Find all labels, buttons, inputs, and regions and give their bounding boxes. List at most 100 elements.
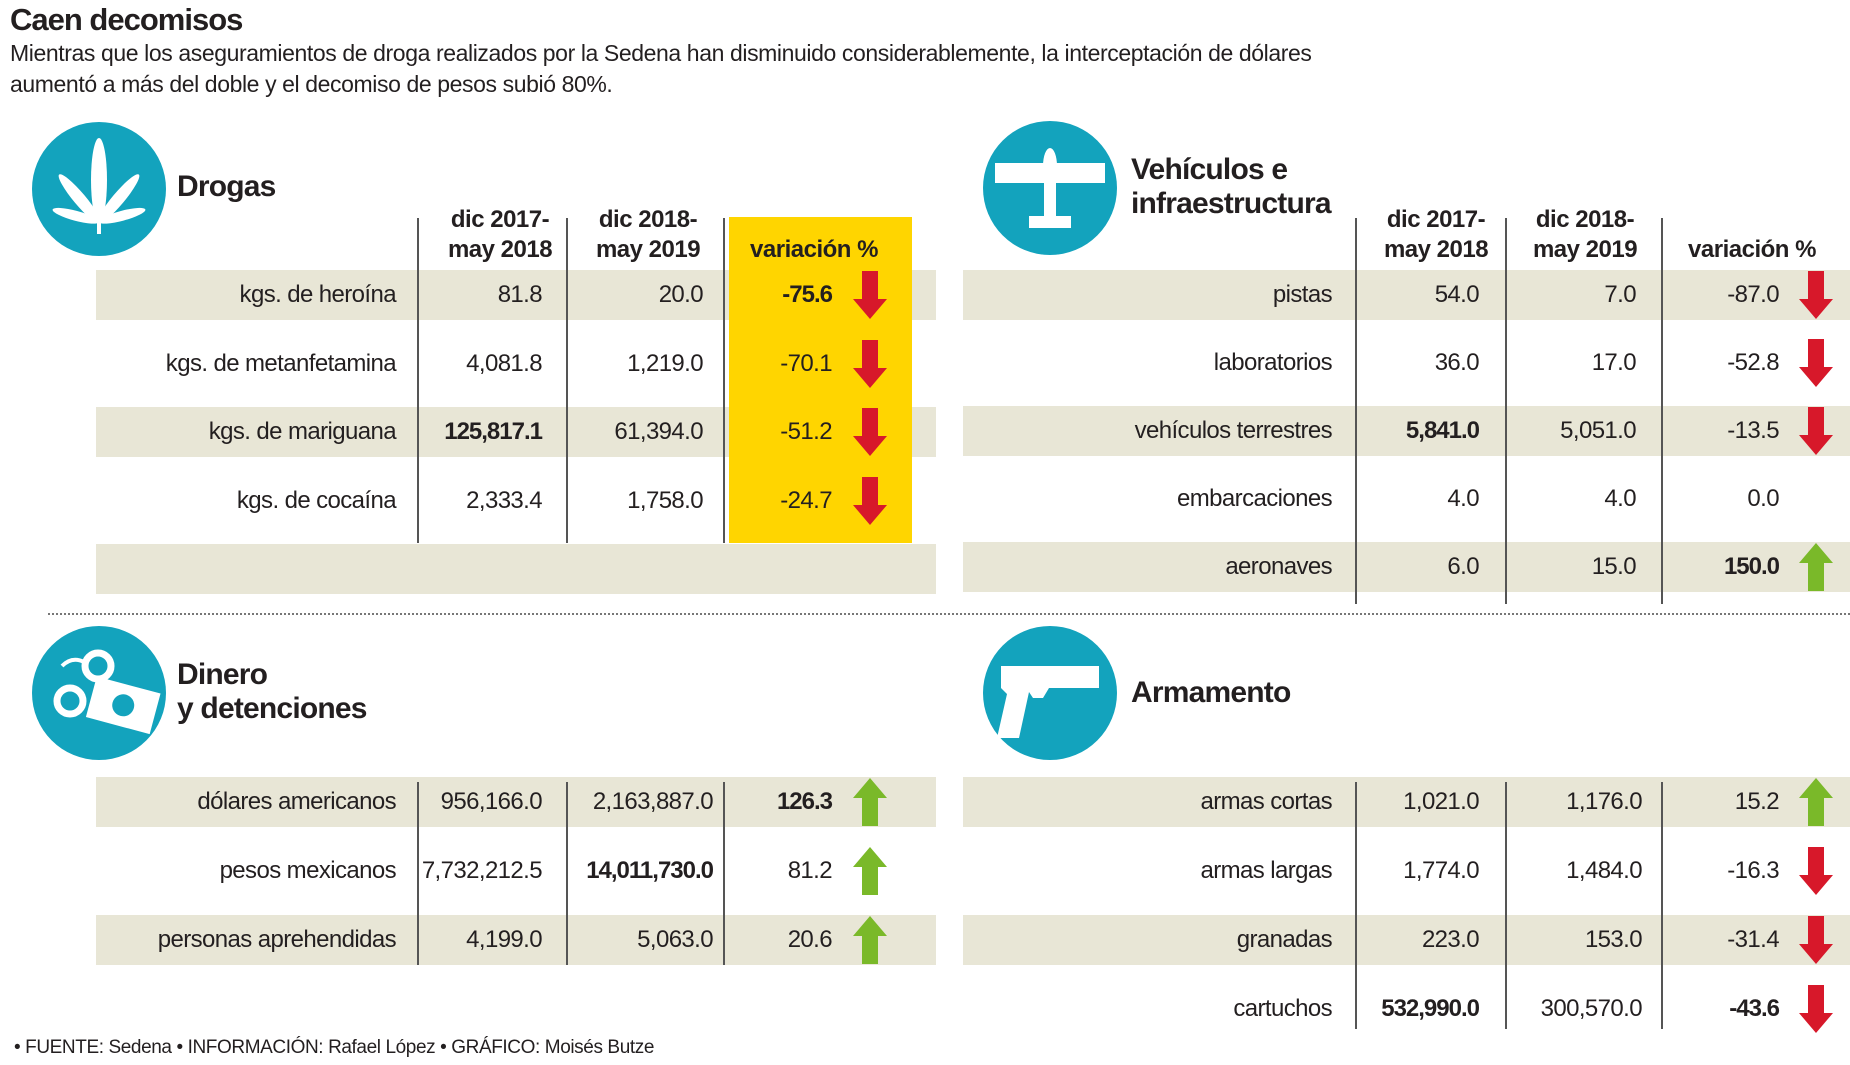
column-header-2018: may 2019 [1532, 236, 1638, 263]
value-2018: 1,219.0 [627, 349, 703, 377]
arrow-down-icon [1799, 271, 1833, 319]
variation-value: -24.7 [780, 486, 832, 514]
column-divider [1661, 782, 1663, 1029]
row-label: aeronaves [1225, 553, 1332, 580]
arrow-up-icon [853, 916, 887, 964]
arrow-up-icon [1799, 778, 1833, 826]
column-header-variation: variación % [1688, 236, 1816, 263]
variation-value: -16.3 [1727, 857, 1779, 884]
arrow-down-icon [853, 339, 887, 388]
column-header-2017: dic 2017- [450, 206, 550, 233]
arrow-down-icon [1799, 847, 1833, 895]
value-2018: 153.0 [1584, 926, 1643, 953]
section-title: Drogas [177, 170, 276, 203]
arrow-down-icon [1799, 407, 1833, 455]
row-label: embarcaciones [1177, 485, 1333, 512]
column-divider [1355, 782, 1357, 1029]
table-row-band [963, 406, 1850, 456]
arrow-down-icon [1799, 339, 1833, 387]
arrow-down-icon [1799, 985, 1833, 1033]
value-2017: 1,774.0 [1403, 857, 1479, 884]
value-2017: 54.0 [1434, 281, 1480, 308]
credits-footer: • FUENTE: Sedena • INFORMACIÓN: Rafael L… [14, 1037, 655, 1058]
row-label: kgs. de mariguana [208, 418, 397, 445]
column-header-2018: may 2019 [595, 236, 701, 263]
value-2018: 1,176.0 [1566, 788, 1642, 815]
value-2018: 1,484.0 [1566, 857, 1642, 884]
value-2017: 223.0 [1421, 926, 1480, 953]
column-divider [1661, 218, 1663, 604]
column-divider [723, 782, 725, 965]
value-2018: 5,051.0 [1560, 417, 1636, 444]
cannabis-leaf-icon [32, 122, 166, 256]
row-label: cartuchos [1233, 995, 1332, 1022]
variation-value: 20.6 [787, 926, 833, 953]
arrow-down-icon [853, 408, 887, 456]
variation-value: -51.2 [780, 418, 832, 445]
row-label: kgs. de cocaína [236, 486, 397, 514]
value-2018: 17.0 [1591, 349, 1637, 376]
table-row-band [963, 777, 1850, 827]
value-2017: 956,166.0 [440, 788, 543, 815]
section-divider [48, 613, 1850, 615]
variation-value: -75.6 [782, 281, 833, 308]
value-2017: 81.8 [497, 281, 543, 308]
arrow-up-icon [853, 778, 887, 826]
table-row-band [96, 544, 936, 594]
pistol-icon [983, 626, 1117, 760]
row-label: kgs. de metanfetamina [165, 349, 397, 377]
value-2018: 1,758.0 [627, 486, 703, 514]
column-divider [566, 218, 568, 543]
value-2017: 4.0 [1447, 485, 1479, 512]
value-2018: 7.0 [1604, 281, 1636, 308]
row-label: armas cortas [1200, 788, 1332, 815]
value-2018: 20.0 [658, 281, 704, 308]
section-title-line: infraestructura [1131, 187, 1332, 220]
value-2018: 2,163,887.0 [592, 788, 714, 815]
row-label: personas aprehendidas [157, 926, 397, 953]
value-2018: 4.0 [1604, 485, 1636, 512]
variation-value: -13.5 [1727, 417, 1779, 444]
variation-value: -31.4 [1727, 926, 1779, 953]
variation-value: 0.0 [1747, 485, 1779, 512]
value-2017: 7,732,212.5 [421, 857, 543, 884]
value-2017: 1,021.0 [1403, 788, 1479, 815]
column-divider [417, 218, 419, 543]
column-header-2018: dic 2018- [598, 206, 698, 233]
page-title: Caen decomisos [10, 2, 243, 37]
column-divider [1355, 218, 1357, 604]
subtitle-line-1: Mientras que los aseguramientos de droga… [10, 40, 1312, 66]
column-header-2017: dic 2017- [1386, 206, 1486, 233]
column-header-variation: variación % [750, 236, 878, 263]
row-label: vehículos terrestres [1134, 417, 1333, 444]
column-divider [1505, 218, 1507, 604]
value-2017: 4,199.0 [466, 926, 542, 953]
value-2017: 2,333.4 [466, 486, 542, 514]
value-2018: 5,063.0 [637, 926, 713, 953]
arrow-down-icon [853, 476, 887, 525]
section-title-line: Vehículos e [1131, 153, 1288, 186]
section-title-line: Dinero [177, 658, 268, 691]
variation-value: 15.2 [1734, 788, 1780, 815]
section-title: Armamento [1131, 676, 1291, 709]
table-row-band [963, 915, 1850, 965]
value-2017: 36.0 [1434, 349, 1480, 376]
variation-value: -43.6 [1729, 995, 1780, 1022]
value-2017: 532,990.0 [1381, 995, 1480, 1022]
value-2017: 125,817.1 [444, 418, 543, 445]
table-row-band [963, 270, 1850, 320]
column-header-2017: may 2018 [447, 236, 553, 263]
column-divider [566, 782, 568, 965]
row-label: pesos mexicanos [219, 857, 397, 884]
column-divider [723, 218, 725, 543]
table-row-band [96, 915, 936, 965]
row-label: laboratorios [1213, 349, 1333, 376]
value-2018: 15.0 [1591, 553, 1637, 580]
value-2018: 14,011,730.0 [586, 857, 714, 884]
variation-value: -70.1 [780, 349, 832, 377]
value-2018: 300,570.0 [1540, 995, 1643, 1022]
airplane-icon [983, 121, 1117, 255]
column-divider [1505, 782, 1507, 1029]
column-header-2017: may 2018 [1383, 236, 1489, 263]
arrow-down-icon [853, 271, 887, 319]
